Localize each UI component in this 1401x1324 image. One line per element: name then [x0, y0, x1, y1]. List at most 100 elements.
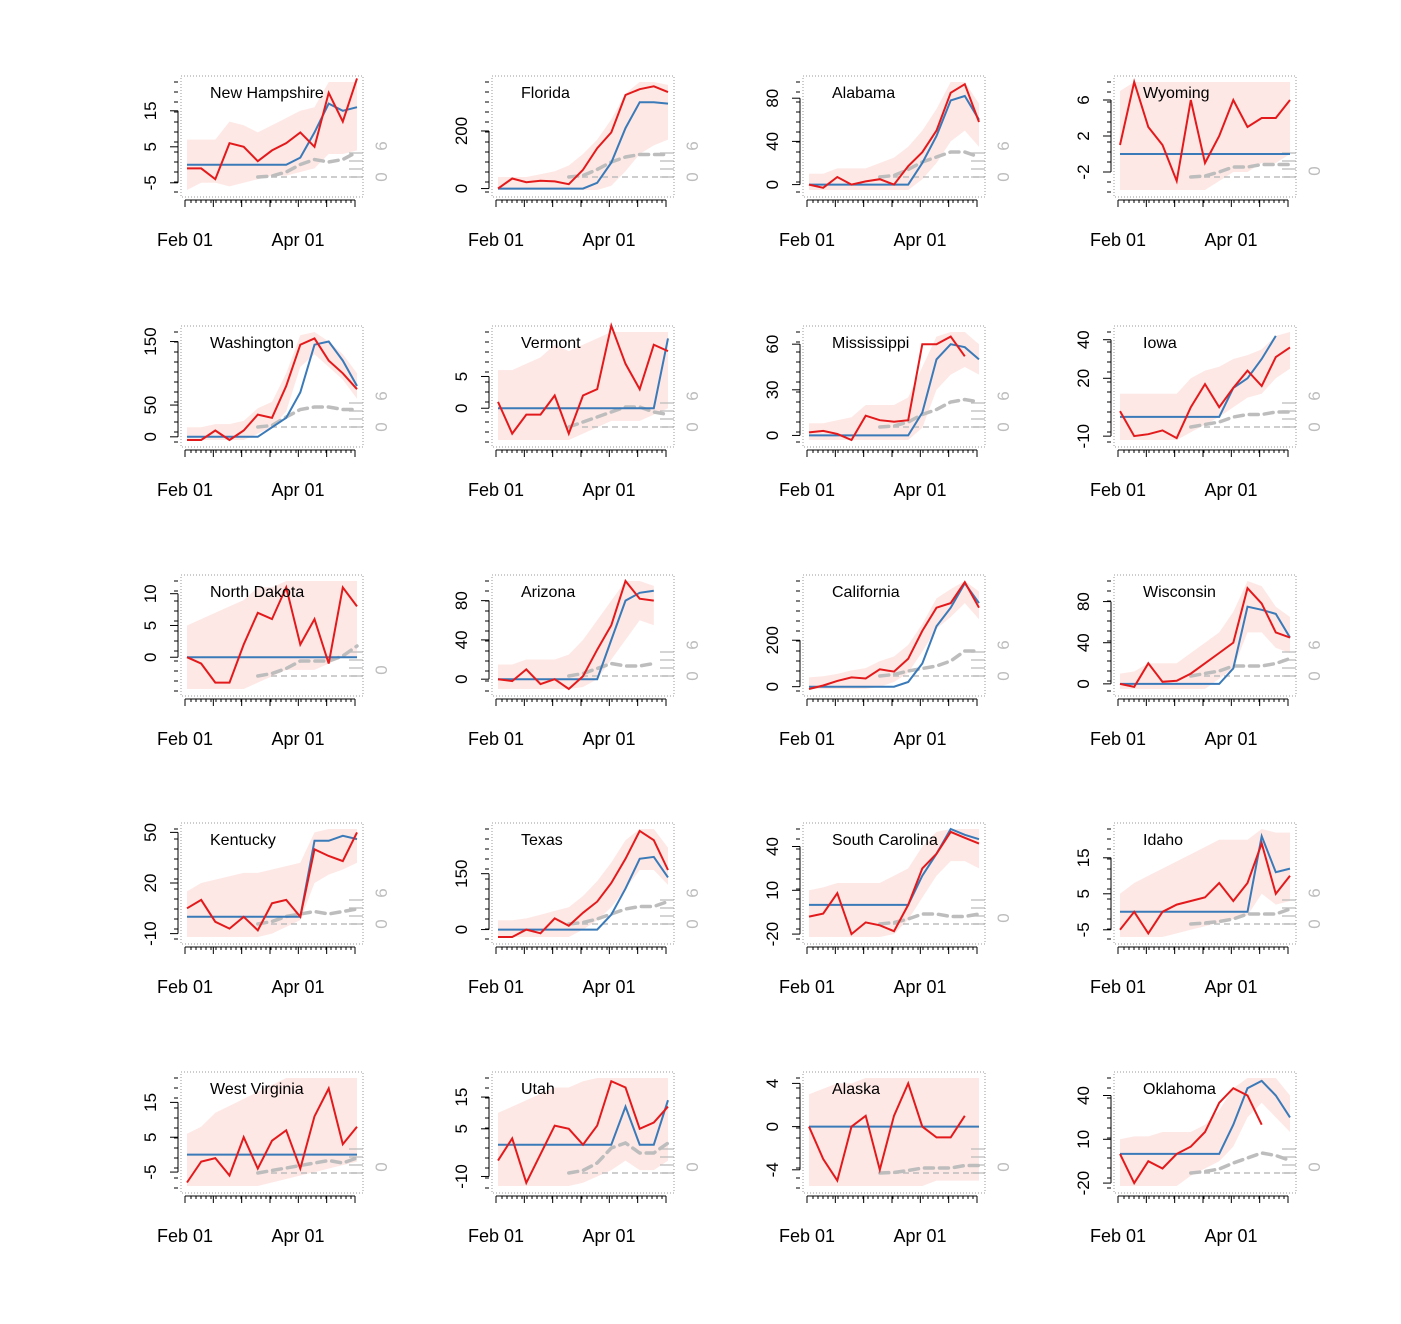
panel-title: Vermont: [521, 335, 581, 352]
fitted-line: [187, 102, 358, 166]
y-tick-label: 0: [763, 431, 782, 440]
x-tick-label: Feb 01: [779, 230, 835, 250]
observed-line: [498, 829, 669, 938]
y-tick-label: 50: [141, 823, 160, 842]
y-tick-label: 5: [1074, 889, 1093, 898]
plot-box: [180, 1071, 364, 1194]
x-tick-label: Feb 01: [1090, 1226, 1146, 1246]
right-tick-label: 6: [994, 640, 1013, 649]
right-tick-label: 6: [683, 391, 702, 400]
y-tick-label: 0: [141, 653, 160, 662]
x-tick-label: Feb 01: [1090, 729, 1146, 749]
right-tick-label: 6: [372, 888, 391, 897]
x-tick-label: Feb 01: [468, 230, 524, 250]
x-tick-label: Feb 01: [779, 480, 835, 500]
right-tick-label: 0: [683, 671, 702, 680]
y-tick-label: 200: [452, 117, 471, 145]
y-tick-label: 10: [141, 584, 160, 603]
uncertainty-band: [809, 1078, 979, 1186]
plot-box: [1113, 75, 1297, 198]
right-tick-label: 6: [683, 141, 702, 150]
y-tick-label: 0: [763, 1122, 782, 1131]
panel-title: Arizona: [521, 584, 575, 601]
x-tick-label: Apr 01: [1204, 729, 1257, 749]
y-tick-label: 40: [763, 132, 782, 151]
plot-box: [802, 1071, 986, 1194]
panel-title: New Hampshire: [210, 85, 324, 102]
x-tick-label: Apr 01: [1204, 480, 1257, 500]
secondary-line: [1189, 410, 1292, 429]
uncertainty-band: [498, 82, 668, 190]
panel-north-dakota: 0 North Dakota 0 5 10 Feb 01 Apr 01: [141, 574, 391, 749]
right-tick-label: 0: [372, 172, 391, 181]
plot-box: [802, 325, 986, 448]
secondary-line: [567, 661, 656, 678]
plot-box: [1113, 325, 1297, 448]
uncertainty-band: [809, 82, 979, 190]
x-tick-label: Feb 01: [468, 977, 524, 997]
secondary-line: [256, 907, 359, 926]
observed-line: [808, 830, 980, 936]
right-tick-label: 0: [372, 665, 391, 674]
x-tick-label: Feb 01: [779, 1226, 835, 1246]
right-tick-label: 0: [994, 671, 1013, 680]
y-tick-label: 30: [763, 380, 782, 399]
panel-title: Utah: [521, 1081, 555, 1098]
y-tick-label: 5: [452, 1124, 471, 1133]
fitted-line: [1120, 335, 1277, 418]
observed-line: [497, 578, 654, 691]
panel-title: Alaska: [832, 1081, 880, 1098]
x-tick-label: Apr 01: [893, 977, 946, 997]
right-tick-label: 0: [994, 422, 1013, 431]
observed-line: [1119, 346, 1291, 440]
fitted-line: [498, 589, 654, 681]
observed-line: [497, 322, 669, 437]
x-tick-label: Feb 01: [779, 729, 835, 749]
x-tick-label: Apr 01: [271, 977, 324, 997]
y-tick-label: -5: [141, 1165, 160, 1180]
x-tick-label: Feb 01: [468, 729, 524, 749]
y-tick-label: -20: [1074, 1171, 1093, 1196]
y-tick-label: -5: [1074, 922, 1093, 937]
observed-line: [187, 78, 358, 181]
uncertainty-band: [187, 1078, 357, 1186]
observed-line: [187, 337, 358, 442]
right-tick-label: 0: [683, 1162, 702, 1171]
x-tick-label: Apr 01: [271, 729, 324, 749]
panel-vermont: 0 6 Vermont 0 5 Feb 01 Apr 01: [452, 322, 702, 500]
observed-line: [186, 584, 358, 684]
panel-wisconsin: 0 6 Wisconsin 0 40 80 Feb 01 Apr 01: [1074, 574, 1324, 749]
y-tick-label: 20: [141, 874, 160, 893]
right-tick-label: 0: [1305, 166, 1324, 175]
x-tick-label: Feb 01: [468, 480, 524, 500]
y-tick-label: 80: [1074, 592, 1093, 611]
observed-line: [808, 1080, 966, 1184]
uncertainty-band: [187, 829, 357, 937]
secondary-line: [1189, 1151, 1292, 1175]
uncertainty-band: [187, 82, 357, 190]
panel-west-virginia: 0 West Virginia -5 5 15 Feb 01 Apr 01: [141, 1071, 391, 1246]
panel-alaska: 0 Alaska -4 0 4 Feb 01 Apr 01: [763, 1071, 1013, 1246]
right-tick-label: 6: [1305, 888, 1324, 897]
right-tick-label: 0: [994, 172, 1013, 181]
y-tick-label: 20: [1074, 369, 1093, 388]
y-tick-label: 60: [763, 335, 782, 354]
secondary-line: [567, 899, 670, 926]
observed-line: [808, 580, 980, 690]
observed-line: [1119, 1086, 1263, 1186]
fitted-line: [1120, 605, 1291, 685]
x-tick-label: Feb 01: [1090, 230, 1146, 250]
secondary-line: [878, 397, 981, 429]
x-tick-label: Apr 01: [1204, 1226, 1257, 1246]
observed-line: [186, 831, 358, 932]
x-tick-label: Apr 01: [893, 1226, 946, 1246]
y-tick-label: 0: [452, 674, 471, 683]
y-tick-label: 2: [1074, 131, 1093, 140]
secondary-line: [878, 649, 981, 678]
y-tick-label: 4: [763, 1079, 782, 1088]
y-tick-label: -10: [1074, 424, 1093, 449]
fitted-line: [1120, 832, 1291, 913]
x-tick-label: Apr 01: [582, 480, 635, 500]
x-tick-label: Apr 01: [1204, 977, 1257, 997]
panel-utah: 0 Utah -10 5 15 Feb 01 Apr 01: [452, 1071, 702, 1246]
